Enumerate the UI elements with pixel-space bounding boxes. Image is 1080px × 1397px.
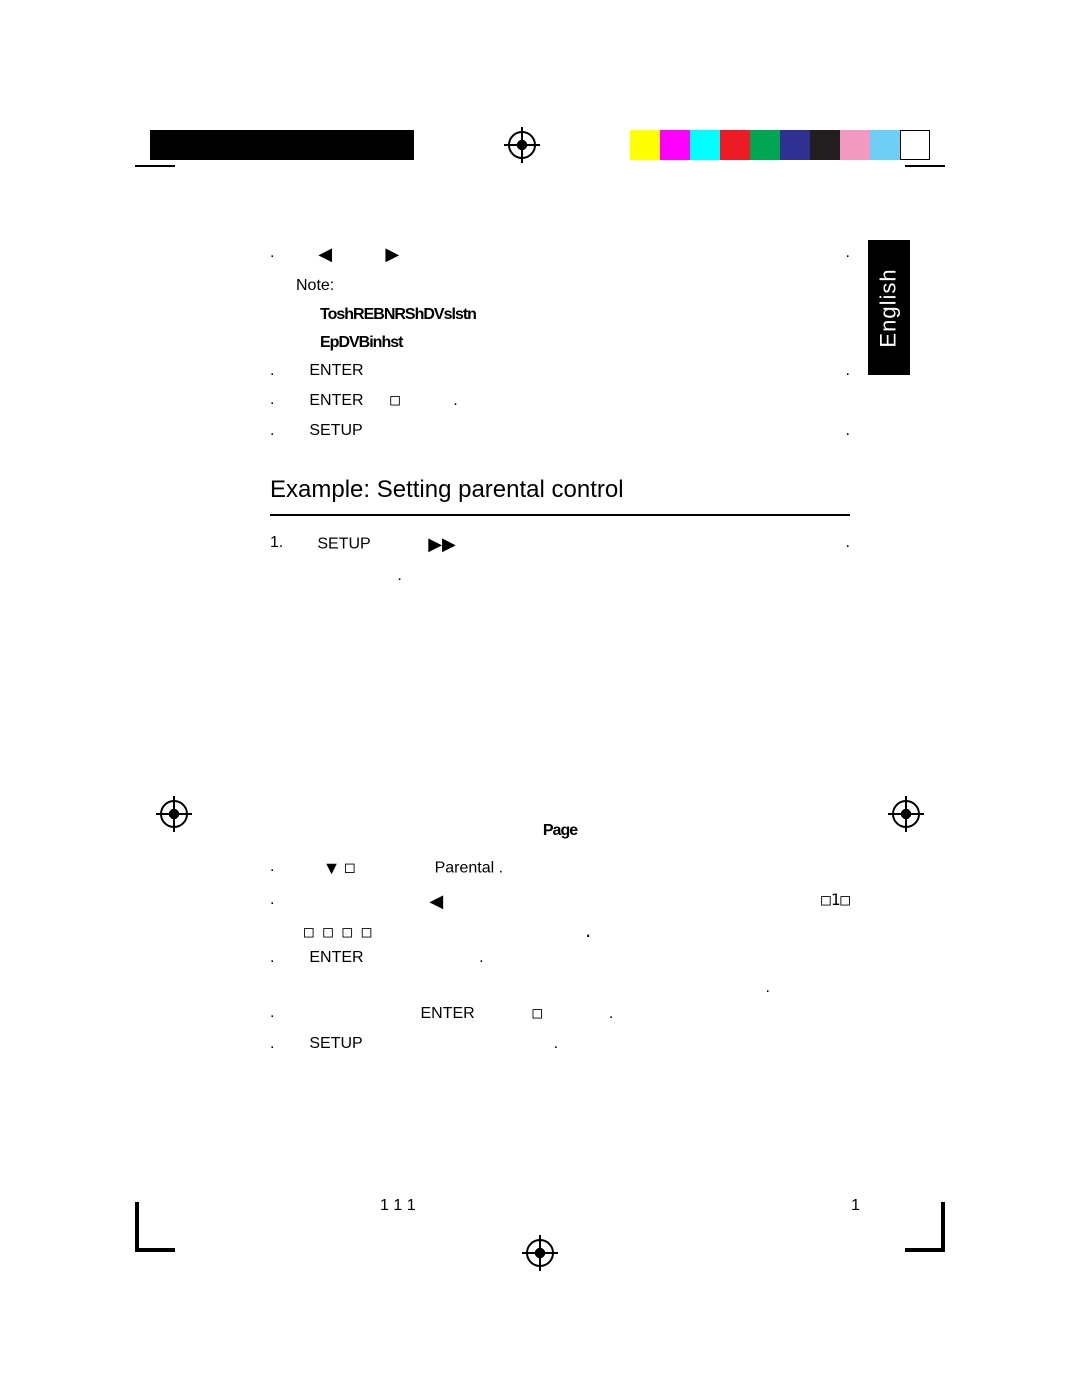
crop-mark: [135, 1202, 139, 1252]
trailing-dot: .: [554, 1035, 558, 1052]
step-number: 1.: [270, 530, 304, 559]
button-label: ENTER: [420, 1005, 474, 1022]
button-label: SETUP: [309, 1035, 362, 1052]
bullet: .: [270, 945, 296, 971]
fast-forward-icon: ▶▶: [428, 530, 456, 559]
step-line: . ENTER .: [270, 945, 850, 971]
bullet: .: [270, 358, 296, 384]
placeholder-box: □: [390, 390, 400, 409]
crop-mark: [941, 1202, 945, 1252]
left-arrow-icon: ◀: [429, 887, 443, 916]
step-line: . ENTER .: [270, 358, 850, 384]
bullet: .: [270, 1000, 296, 1026]
note-label: Note:: [296, 273, 850, 299]
step-line: . SETUP .: [270, 418, 850, 444]
placeholder-box: □: [345, 857, 355, 876]
step-line: . SETUP .: [270, 1031, 850, 1057]
trailing-dot: .: [453, 392, 457, 409]
bullet: .: [270, 887, 296, 913]
page-content: . ◀ ▶ . Note: ToshREBNRShDVslstn EpDVBin…: [270, 240, 850, 1060]
button-label: ENTER: [309, 392, 363, 409]
instruction-line: . ◀ ▶ .: [270, 240, 850, 269]
trailing-dot: .: [766, 979, 770, 996]
registration-mark-top: [508, 131, 536, 159]
button-label: SETUP: [309, 422, 362, 439]
bullet: .: [270, 1031, 296, 1057]
step-line: . ENTER □ .: [270, 387, 850, 414]
language-tab: English: [868, 240, 910, 375]
step-line: . ▼ □ Parental .: [270, 854, 850, 883]
trailing-dot: .: [583, 922, 593, 941]
button-label: SETUP: [317, 535, 370, 552]
registration-mark-left: [160, 800, 188, 828]
button-label: ENTER: [309, 949, 363, 966]
bullet: .: [270, 418, 296, 444]
registration-mark-right: [892, 800, 920, 828]
trailing-dot: .: [846, 530, 850, 556]
trailing-dot: .: [846, 358, 850, 384]
garbled-text: EpDVBinhst: [320, 330, 850, 356]
step-line: . ◀ □1□: [270, 887, 850, 916]
trailing-dot: .: [397, 567, 401, 584]
placeholder-text: □ □ □ □: [304, 922, 371, 941]
trailing-dot: .: [479, 949, 483, 966]
bullet: .: [270, 854, 296, 880]
footer-right-number: 1: [851, 1197, 860, 1215]
garbled-text: ToshREBNRShDVslstn: [320, 302, 850, 328]
numbered-step: 1. SETUP ▶▶ .: [270, 530, 850, 559]
left-arrow-icon: ◀: [318, 240, 332, 269]
footer-left-numbers: 1 1 1: [380, 1197, 416, 1215]
trailing-dot: .: [846, 418, 850, 444]
placeholder-box: □: [533, 1003, 543, 1022]
placeholder-text: □1□: [821, 887, 850, 913]
right-arrow-icon: ▶: [385, 240, 399, 269]
language-label: English: [876, 268, 902, 347]
registration-mark-bottom: [526, 1239, 554, 1267]
bullet: .: [270, 240, 296, 266]
step-line: . ENTER □ .: [270, 1000, 850, 1027]
print-registration-bar: [0, 130, 1080, 160]
crop-mark: [905, 165, 945, 167]
sub-line: .: [304, 563, 850, 589]
page-label: Page: [270, 818, 850, 844]
section-heading: Example: Setting parental control: [270, 471, 850, 509]
density-bar: [150, 130, 414, 160]
trailing-dot: .: [846, 240, 850, 266]
heading-rule: [270, 514, 850, 516]
sub-line: □ □ □ □ .: [304, 919, 850, 945]
color-calibration-bar: [630, 130, 930, 160]
sub-line: .: [304, 975, 850, 1001]
button-label: ENTER: [309, 362, 363, 379]
crop-mark: [135, 165, 175, 167]
trailing-dot: .: [609, 1005, 613, 1022]
bullet: .: [270, 387, 296, 413]
down-arrow-icon: ▼: [323, 854, 341, 883]
menu-item-label: Parental .: [435, 859, 503, 876]
